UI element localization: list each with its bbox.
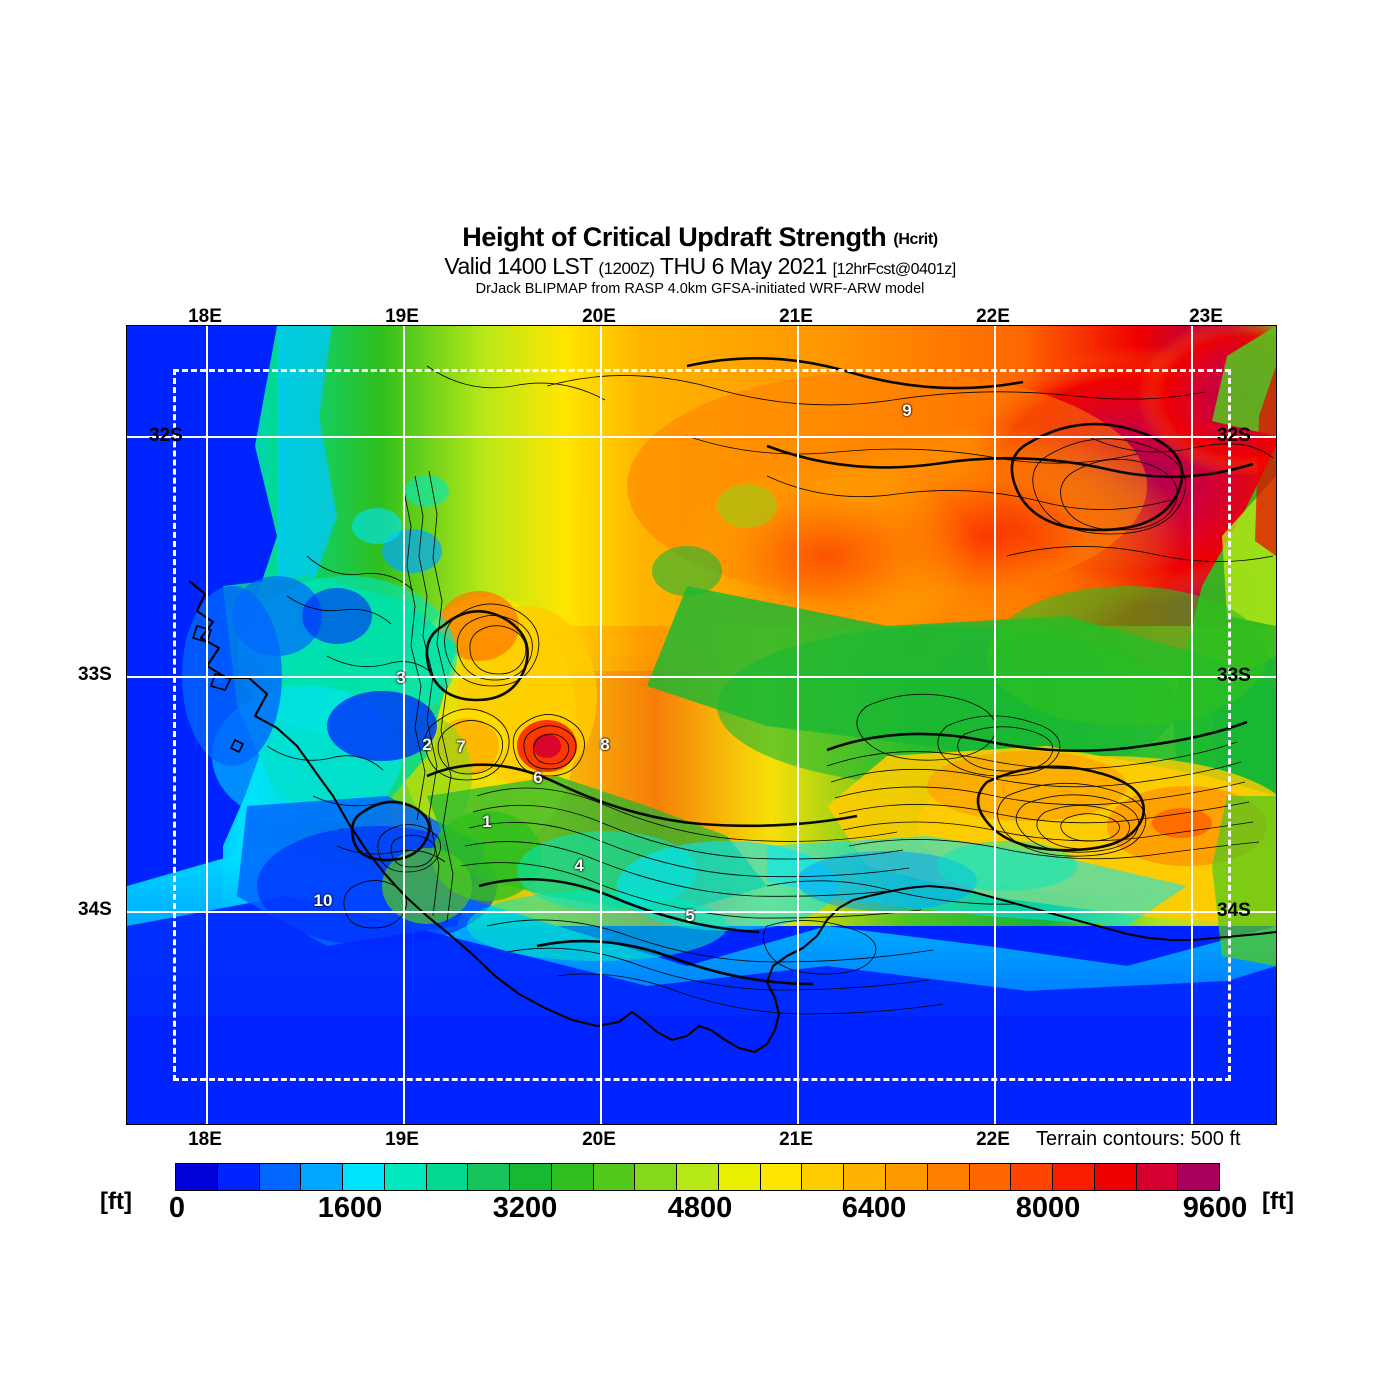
colorbar-unit-left: [ft]: [100, 1188, 132, 1215]
colorbar-segment-18: [927, 1164, 970, 1190]
gridline-lon-23e: [1191, 326, 1193, 1124]
colorbar-segment-22: [1094, 1164, 1137, 1190]
gridline-lon-21e: [797, 326, 799, 1124]
colorbar-segment-17: [886, 1164, 928, 1190]
colorbar-segment-0: [176, 1164, 218, 1190]
colorbar-tick-3200: 3200: [492, 1192, 558, 1224]
colorbar-tick-9600: 9600: [1182, 1192, 1248, 1224]
colorbar-tick-6400: 6400: [841, 1192, 907, 1224]
colorbar-segment-9: [551, 1164, 594, 1190]
lat-label-left-34s: 34S: [78, 899, 112, 920]
colorbar-segment-2: [259, 1164, 302, 1190]
model-domain-box: [173, 369, 1231, 1081]
lat-label-inner-right-33s: 33S: [1217, 665, 1251, 686]
colorbar-segment-20: [1011, 1164, 1054, 1190]
page-title: Height of Critical Updraft Strength (Hcr…: [0, 224, 1400, 251]
gridline-lon-18e: [206, 326, 208, 1124]
gridline-lat-34s: [127, 911, 1276, 913]
colorbar-segment-19: [969, 1164, 1012, 1190]
gridline-lat-32s: [127, 436, 1276, 438]
colorbar-segment-5: [384, 1164, 427, 1190]
colorbar-segment-8: [510, 1164, 552, 1190]
map-plot-area[interactable]: 32S 32S 33S 34S 1 2 3 4 5 6 7 8 9 10: [126, 325, 1277, 1125]
colorbar-segment-11: [635, 1164, 678, 1190]
lat-label-inner-right-34s: 34S: [1217, 900, 1251, 921]
lon-label-bottom-21e: 21E: [779, 1129, 813, 1150]
lon-label-bottom-18e: 18E: [188, 1129, 222, 1150]
gridline-lon-20e: [600, 326, 602, 1124]
gridline-lat-33s: [127, 676, 1276, 678]
valid-time-prefix: Valid 1400 LST: [444, 253, 593, 279]
model-source-line: DrJack BLIPMAP from RASP 4.0km GFSA-init…: [475, 281, 925, 298]
lat-label-left-33s: 33S: [78, 664, 112, 685]
colorbar-tick-0: 0: [168, 1192, 186, 1224]
colorbar-segment-7: [468, 1164, 511, 1190]
colorbar-segment-24: [1178, 1164, 1220, 1190]
lon-label-top-18e: 18E: [188, 306, 222, 327]
lon-label-bottom-22e: 22E: [976, 1129, 1010, 1150]
main-title-text: Height of Critical Updraft Strength: [462, 222, 887, 252]
terrain-contour-note: Terrain contours: 500 ft: [1036, 1128, 1241, 1150]
gridline-lon-22e: [994, 326, 996, 1124]
colorbar-segment-23: [1136, 1164, 1179, 1190]
colorbar-segment-14: [760, 1164, 803, 1190]
valid-time-utc: (1200Z): [598, 259, 655, 278]
lon-label-top-19e: 19E: [385, 306, 419, 327]
colorbar[interactable]: [175, 1163, 1220, 1191]
gridline-lon-19e: [403, 326, 405, 1124]
colorbar-segment-12: [677, 1164, 719, 1190]
colorbar-tick-4800: 4800: [667, 1192, 733, 1224]
colorbar-segment-1: [217, 1164, 260, 1190]
lat-label-inner-left-32s: 32S: [149, 425, 183, 446]
colorbar-segment-6: [426, 1164, 469, 1190]
valid-time-line: Valid 1400 LST (1200Z) THU 6 May 2021 [1…: [0, 253, 1400, 279]
lon-label-top-20e: 20E: [582, 306, 616, 327]
valid-date: THU 6 May 2021: [659, 253, 827, 279]
colorbar-segment-3: [301, 1164, 344, 1190]
colorbar-segment-13: [718, 1164, 761, 1190]
colorbar-segment-15: [802, 1164, 845, 1190]
lat-label-inner-right-32s: 32S: [1217, 425, 1251, 446]
lon-label-top-23e: 23E: [1189, 306, 1223, 327]
colorbar-tick-1600: 1600: [317, 1192, 383, 1224]
colorbar-segment-10: [593, 1164, 636, 1190]
lon-label-bottom-19e: 19E: [385, 1129, 419, 1150]
colorbar-unit-right: [ft]: [1262, 1188, 1294, 1215]
lon-label-top-22e: 22E: [976, 306, 1010, 327]
main-title-suffix: (Hcrit): [893, 231, 938, 248]
colorbar-tick-8000: 8000: [1015, 1192, 1081, 1224]
lon-label-bottom-20e: 20E: [582, 1129, 616, 1150]
title-block: Height of Critical Updraft Strength (Hcr…: [0, 224, 1400, 298]
lon-label-top-21e: 21E: [779, 306, 813, 327]
colorbar-segment-4: [343, 1164, 385, 1190]
colorbar-segment-21: [1053, 1164, 1095, 1190]
forecast-hour: [12hrFcst@0401z]: [832, 261, 956, 278]
colorbar-segment-16: [844, 1164, 887, 1190]
terrain-field: [127, 326, 1276, 1124]
